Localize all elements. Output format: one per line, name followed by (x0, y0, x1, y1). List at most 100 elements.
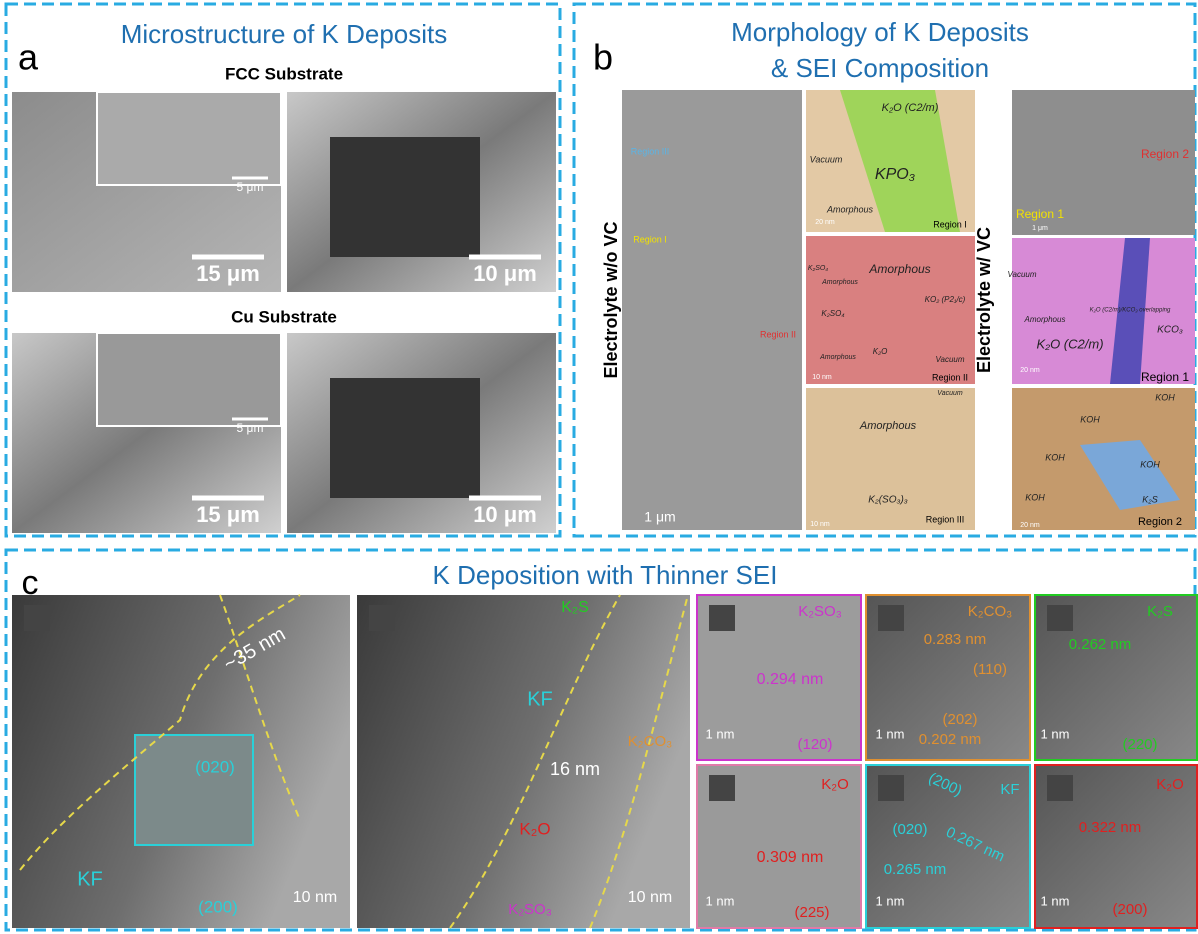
image-label: Amorphous (859, 420, 917, 432)
image-label: K₂O (873, 347, 888, 356)
dark-trench (330, 137, 480, 257)
image-label: 0.262 nm (1069, 636, 1132, 653)
image-label: K₂SO₄ (808, 265, 828, 272)
image (96, 332, 282, 427)
image (806, 236, 975, 384)
image (1012, 90, 1195, 235)
image-label: 20 nm (1020, 367, 1040, 374)
image-label: 10 nm (628, 889, 672, 906)
image-label: K₂S (561, 599, 589, 616)
image-label: 1 μm (1032, 225, 1048, 232)
boundary (449, 594, 621, 929)
image (865, 764, 1031, 929)
image-label: KCO₃ (1157, 325, 1183, 336)
image-label: KF (527, 688, 553, 710)
phase-region (1110, 238, 1150, 384)
image-label: (020) (892, 821, 927, 838)
image-label: 0.283 nm (924, 631, 987, 648)
panel-a-frame (4, 2, 562, 538)
image-label: 1 nm (876, 893, 905, 908)
image-label: K₂O (C2/m)/KCO₃ overlapping (1090, 308, 1171, 314)
image-label: 0.309 nm (757, 849, 824, 866)
scale-label: 5 μm (237, 421, 264, 435)
corner-mark (24, 605, 50, 631)
image-label: 0.202 nm (919, 731, 982, 748)
group-label: Electrolyte w/o VC (601, 221, 621, 378)
panel-letter: a (18, 37, 39, 78)
image-label: 1 nm (706, 726, 735, 741)
image (96, 91, 282, 186)
image-label: Region II (932, 372, 968, 382)
image-label: K₂O (C2/m) (1036, 336, 1103, 351)
image-label: KOH (1025, 492, 1045, 502)
substrate-label: FCC Substrate (225, 64, 343, 83)
image-label: 0.265 nm (884, 861, 947, 878)
image-label: 20 nm (815, 219, 835, 226)
image-label: (202) (942, 711, 977, 728)
boundary (19, 594, 301, 871)
image-label: K₂CO₃ (968, 603, 1012, 620)
image-label: K₂O (821, 776, 849, 793)
scale-label: 5 μm (237, 180, 264, 194)
image-label: Region 1 (1141, 370, 1189, 384)
image-label: Region I (933, 219, 967, 229)
image-label: 0.294 nm (757, 671, 824, 688)
phase-region (1080, 440, 1180, 510)
image-label: Vacuum (937, 390, 963, 397)
image-label: K₂(SO₃)₃ (868, 495, 908, 506)
image-label: KPO₃ (875, 166, 915, 183)
panel-title: & SEI Composition (771, 53, 989, 83)
image-label: (200) (1112, 901, 1147, 918)
corner-mark (709, 605, 735, 631)
image-label: 10 nm (293, 889, 337, 906)
dark-trench (330, 378, 480, 498)
image-label: K₂S (1142, 494, 1157, 504)
image-label: (110) (973, 661, 1007, 678)
boundary (589, 594, 689, 929)
image-label: K₂O (519, 819, 550, 838)
image-label: (225) (794, 904, 829, 921)
corner-mark (878, 775, 904, 801)
scale-label: 10 μm (473, 261, 537, 286)
image-label: Vacuum (935, 355, 964, 364)
image-label: (220) (1122, 736, 1157, 753)
image-label: KOH (1140, 459, 1160, 469)
image-label: (200) (198, 897, 238, 916)
image-label: Region 2 (1138, 516, 1182, 528)
image-label: KF (1000, 781, 1019, 798)
image-label: 1 nm (706, 893, 735, 908)
image-label: Amorphous (819, 354, 856, 361)
image-label: 1 nm (1041, 893, 1070, 908)
image-label: KOH (1155, 392, 1175, 402)
panel-letter: c (22, 564, 39, 602)
image-label: KOH (1080, 414, 1100, 424)
corner-mark (369, 605, 395, 631)
image-label: K₂O (1156, 776, 1184, 793)
image-label: Region III (926, 514, 965, 524)
image (622, 90, 802, 530)
panel-title: K Deposition with Thinner SEI (433, 560, 778, 590)
image-label: Amorphous (821, 279, 858, 286)
image-label: Amorphous (868, 262, 930, 276)
image-label: 10 nm (810, 521, 830, 528)
image-label: 1 nm (1041, 726, 1070, 741)
image-label: 10 nm (812, 374, 832, 381)
boundary (219, 594, 301, 821)
image-label: KO₂ (P2₁/c) (925, 295, 966, 304)
image-label: 1 nm (876, 726, 905, 741)
image-label: Region II (760, 329, 796, 339)
image-label: (020) (195, 757, 235, 776)
corner-mark (1047, 605, 1073, 631)
image-label: 1 μm (644, 509, 675, 525)
image-label: Vacuum (1007, 270, 1036, 279)
substrate-label: Cu Substrate (231, 307, 337, 326)
image-label: Amorphous (826, 204, 874, 214)
image-label: 20 nm (1020, 522, 1040, 529)
corner-mark (878, 605, 904, 631)
group-label: Electrolyte w/ VC (974, 227, 994, 373)
image-label: 16 nm (550, 759, 600, 779)
image-label: K₂CO₃ (628, 733, 672, 750)
panel-letter: b (593, 37, 613, 78)
image-label: K₂SO₃ (798, 603, 842, 620)
image-label: KF (77, 868, 103, 890)
